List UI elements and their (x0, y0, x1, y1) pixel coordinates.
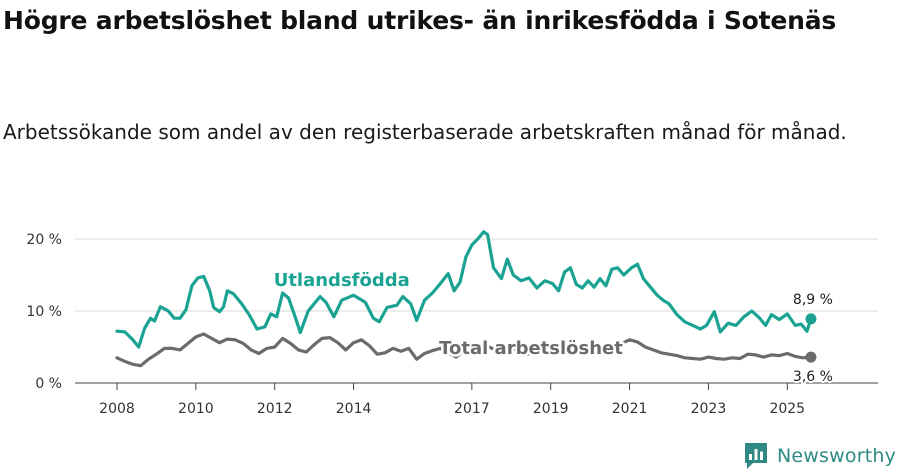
brand-name: Newsworthy (777, 445, 897, 467)
y-axis-ticks: 0 % 10 % 20 % (26, 232, 62, 392)
chart-title: Högre arbetslöshet bland utrikes- än inr… (3, 6, 837, 35)
x-tick-label: 2010 (178, 401, 214, 417)
x-tick-label: 2017 (454, 401, 490, 417)
x-tick-label: 2025 (769, 401, 805, 417)
end-value-label-total: 3,6 % (793, 369, 833, 385)
newsworthy-logo: Newsworthy (744, 441, 896, 471)
x-tick-label: 2023 (691, 401, 727, 417)
end-point-total (805, 351, 817, 363)
x-tick-label: 2014 (336, 401, 372, 417)
series-label-total: Total arbetslöshet (439, 338, 623, 359)
end-point-utlandsfodda (805, 313, 817, 325)
series-label-utlandsfodda: Utlandsfödda (274, 270, 410, 291)
x-tick-label: 2008 (99, 401, 135, 417)
y-tick-label: 20 % (26, 232, 62, 248)
series-labels: 8,9 % 3,6 % Utlandsfödda Total arbetslöshet (271, 267, 835, 387)
x-tick-label: 2019 (533, 401, 569, 417)
newsworthy-bars-icon (745, 443, 767, 469)
series-lines (115, 230, 817, 368)
series-line-utlandsfodda (115, 230, 813, 349)
gridlines (75, 238, 878, 312)
series-line-total (115, 332, 813, 368)
y-tick-label: 0 % (35, 376, 62, 392)
x-axis: 2008 2010 2012 2014 2017 2019 2021 2023 2025 (75, 382, 878, 417)
chart-subtitle: Arbetssökande som andel av den registerb… (3, 120, 847, 144)
x-tick-label: 2021 (612, 401, 648, 417)
end-value-label-utlandsfodda: 8,9 % (793, 292, 833, 308)
y-tick-label: 10 % (26, 304, 62, 320)
x-tick-label: 2012 (257, 401, 293, 417)
